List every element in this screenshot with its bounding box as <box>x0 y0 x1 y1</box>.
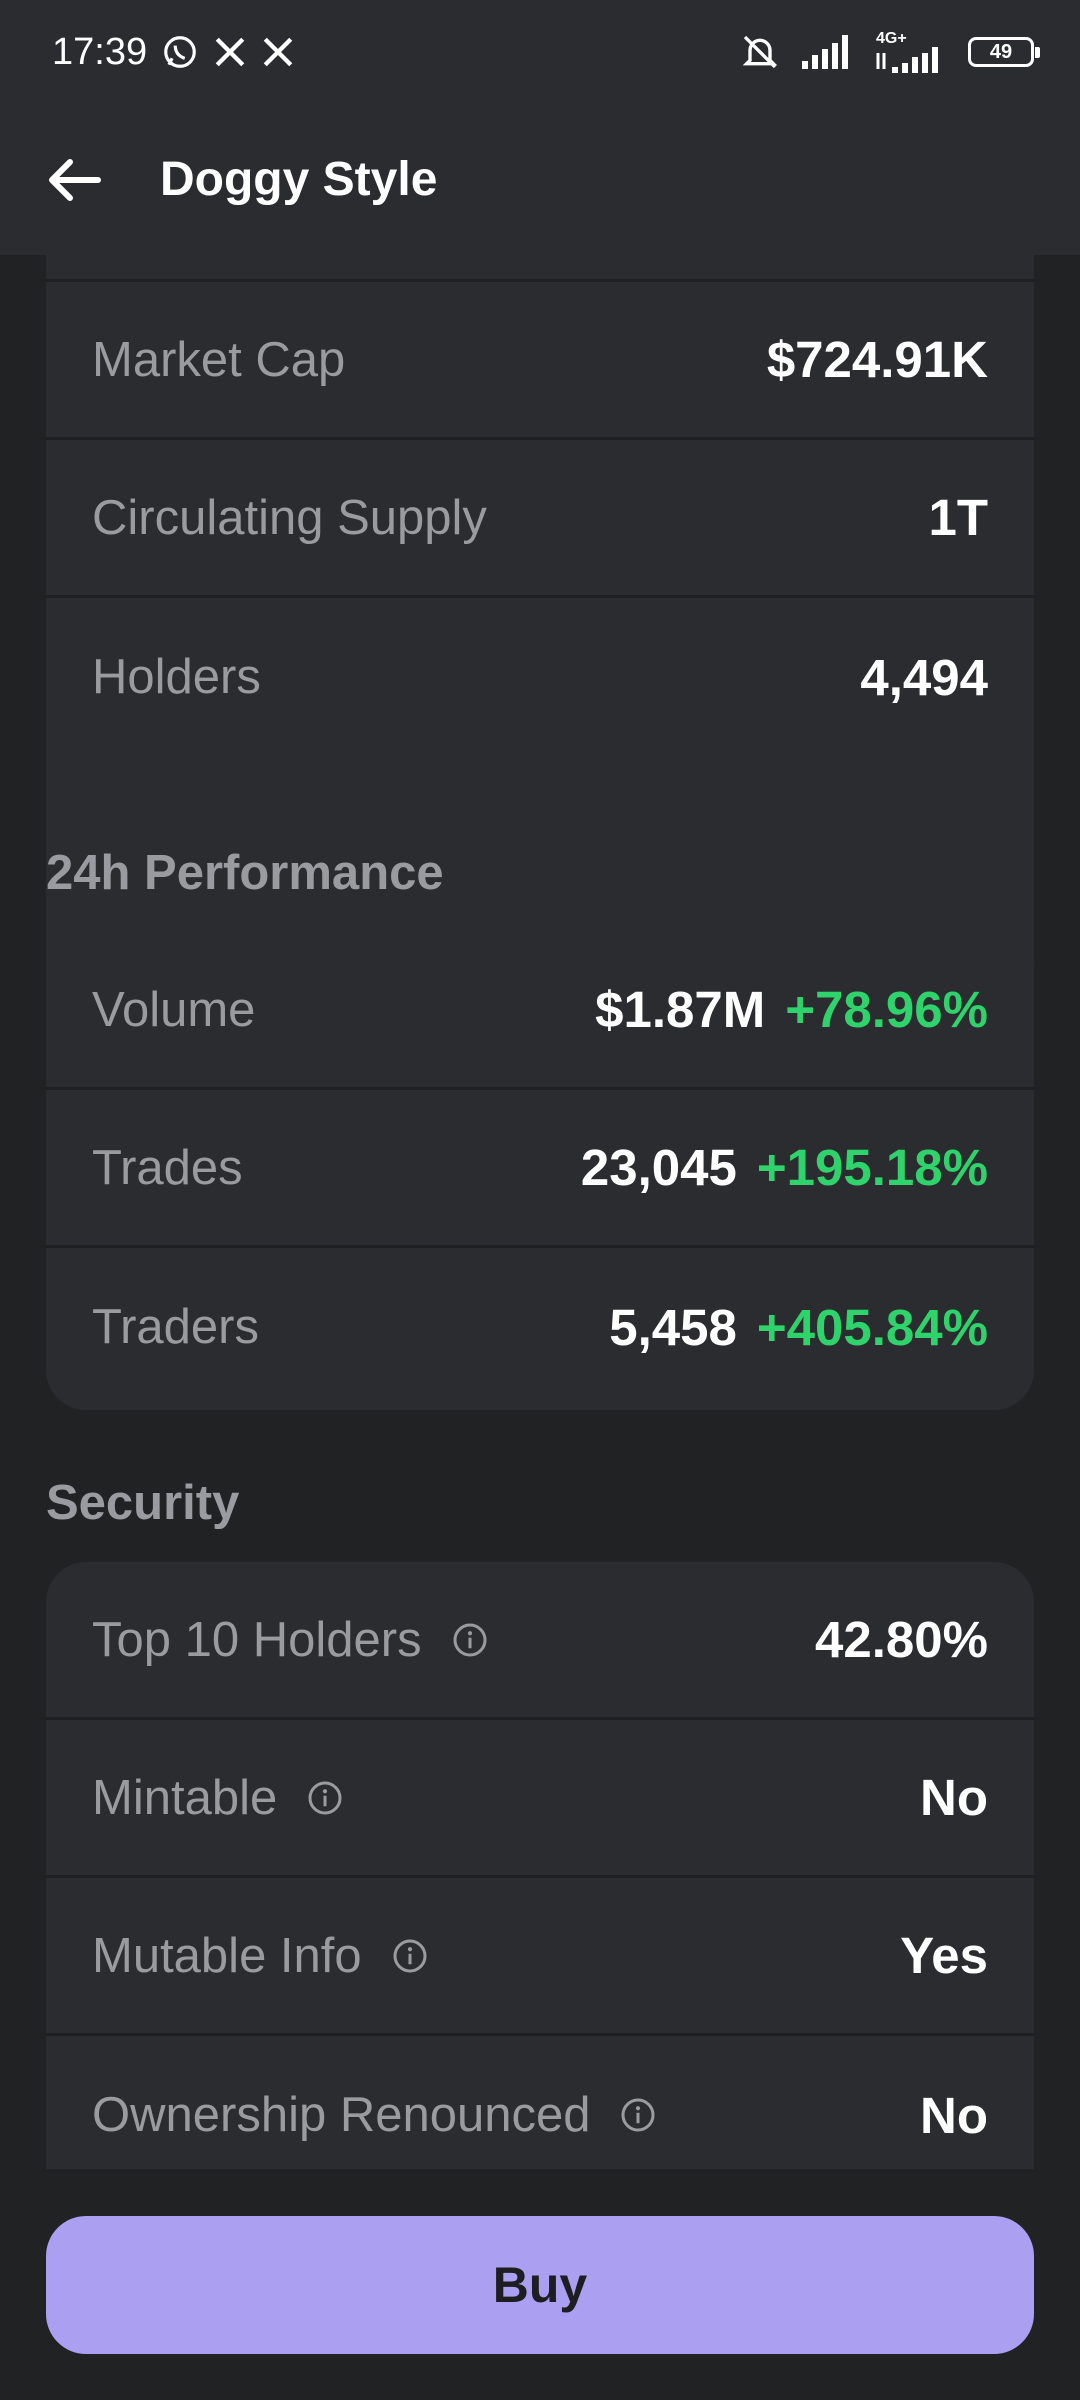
perf-change: +405.84% <box>756 1298 988 1356</box>
stat-row-circulating-supply: Circulating Supply 1T <box>46 440 1034 598</box>
page-title: Doggy Style <box>160 153 438 206</box>
security-label: Ownership Renounced <box>92 2087 656 2143</box>
stat-row-market-cap: Market Cap $724.91K <box>46 282 1034 440</box>
perf-change: +78.96% <box>785 981 988 1038</box>
footer: Buy <box>0 2169 1080 2400</box>
network-type: 4G+ <box>876 30 907 47</box>
perf-label: Volume <box>92 982 256 1037</box>
whatsapp-icon <box>161 33 199 71</box>
battery-level: 49 <box>989 40 1013 63</box>
security-row-top-holders: Top 10 Holders 42.80% <box>46 1562 1034 1720</box>
perf-value: 5,458 +405.84% <box>609 1298 988 1357</box>
security-label-text: Ownership Renounced <box>92 2088 591 2142</box>
status-bar: 17:39 4G+ 49 <box>0 0 1080 104</box>
security-label: Mintable <box>92 1770 343 1826</box>
perf-amount: $1.87M <box>595 981 766 1038</box>
section-title-performance: 24h Performance <box>46 846 444 900</box>
app-header: Doggy Style <box>0 104 1080 255</box>
section-title-security: Security <box>46 1476 240 1530</box>
bell-off-icon <box>740 32 780 72</box>
security-row-mutable-info: Mutable Info Yes <box>46 1878 1034 2036</box>
stat-label: Circulating Supply <box>92 490 487 545</box>
perf-row-traders: Traders 5,458 +405.84% <box>46 1248 1034 1406</box>
security-row-mintable: Mintable No <box>46 1720 1034 1878</box>
perf-row-trades: Trades 23,045 +195.18% <box>46 1090 1034 1248</box>
back-button[interactable] <box>44 150 104 210</box>
security-value: Yes <box>900 1927 988 1984</box>
security-card: Top 10 Holders 42.80% Mintable No Mutabl… <box>46 1562 1034 2169</box>
security-label-text: Mintable <box>92 1770 278 1825</box>
security-value: No <box>920 2086 988 2144</box>
perf-amount: 5,458 <box>609 1298 737 1356</box>
scroll-content[interactable]: Market Cap $724.91K Circulating Supply 1… <box>0 255 1080 2169</box>
info-icon[interactable] <box>392 1938 428 1974</box>
perf-amount: 23,045 <box>580 1139 737 1196</box>
stat-value: 4,494 <box>860 648 988 706</box>
status-time: 17:39 <box>52 30 148 73</box>
stat-label: Market Cap <box>92 332 346 387</box>
security-label-text: Mutable Info <box>92 1928 362 1983</box>
arrow-left-icon <box>49 158 101 201</box>
security-label-text: Top 10 Holders <box>92 1612 422 1667</box>
info-icon[interactable] <box>452 1622 488 1658</box>
info-icon[interactable] <box>620 2097 656 2133</box>
perf-label: Traders <box>92 1300 260 1354</box>
security-value: No <box>920 1769 988 1826</box>
stat-value: $724.91K <box>766 331 988 388</box>
buy-button[interactable]: Buy <box>46 2216 1034 2354</box>
security-label: Mutable Info <box>92 1928 428 1984</box>
x-icon <box>213 35 247 69</box>
security-label: Top 10 Holders <box>92 1612 488 1668</box>
perf-change: +195.18% <box>756 1139 988 1196</box>
perf-label: Trades <box>92 1140 243 1195</box>
info-icon[interactable] <box>307 1780 343 1816</box>
security-value: 42.80% <box>815 1611 988 1668</box>
performance-card: Volume $1.87M +78.96% Trades 23,045 +195… <box>46 932 1034 1410</box>
stat-value: 1T <box>928 489 988 546</box>
x-icon <box>261 35 295 69</box>
stat-row-hidden <box>46 255 1034 282</box>
security-row-ownership-renounced: Ownership Renounced No <box>46 2036 1034 2169</box>
status-left: 17:39 <box>52 31 295 74</box>
perf-value: $1.87M +78.96% <box>595 980 988 1039</box>
stat-row-holders: Holders 4,494 <box>46 598 1034 756</box>
status-right: 4G+ 49 <box>740 31 1040 73</box>
signal-icon <box>802 35 854 69</box>
perf-value: 23,045 +195.18% <box>581 1138 988 1197</box>
stat-label: Holders <box>92 650 261 704</box>
perf-row-volume: Volume $1.87M +78.96% <box>46 932 1034 1090</box>
signal-icon: 4G+ <box>876 31 946 73</box>
battery-icon: 49 <box>968 37 1040 67</box>
token-stats-card: Market Cap $724.91K Circulating Supply 1… <box>46 255 1034 1030</box>
